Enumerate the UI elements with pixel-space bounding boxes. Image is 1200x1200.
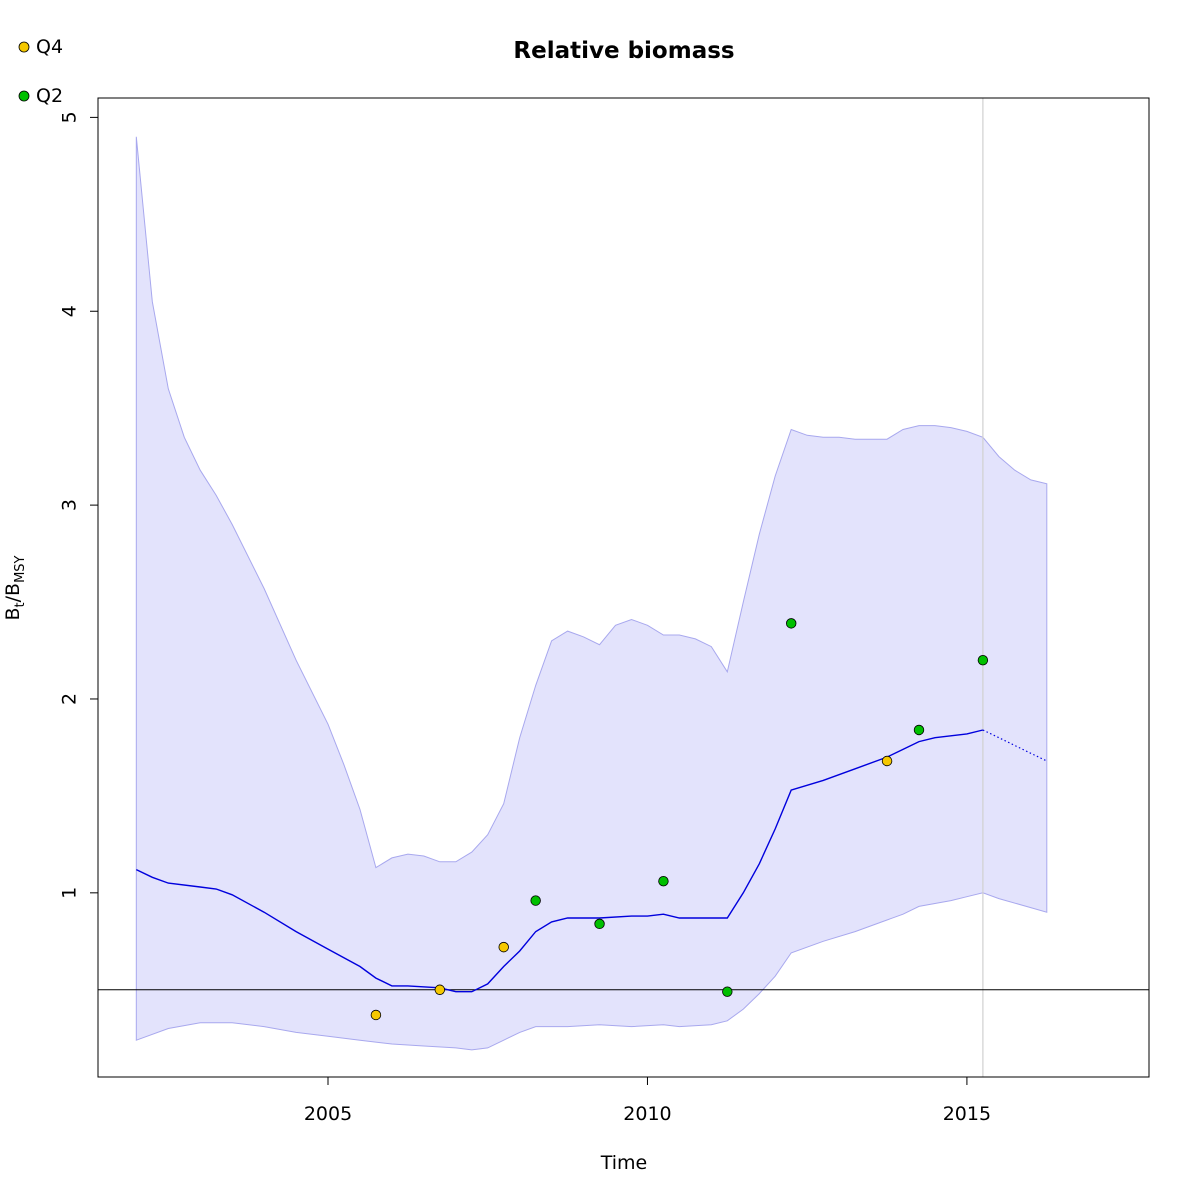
data-point-q4: [498, 941, 509, 953]
legend-label-q4: Q4: [36, 36, 63, 58]
y-tick-label: 3: [59, 499, 81, 511]
legend-marker-q4: [18, 41, 30, 53]
confidence-band: [135, 136, 1048, 1051]
legend-marker-q2: [18, 90, 30, 102]
median-line: [135, 729, 984, 993]
y-tick-label: 4: [59, 305, 81, 317]
legend: Q4 Q2: [18, 36, 63, 107]
x-tick-label: 2010: [623, 1103, 671, 1125]
data-point-q2: [594, 918, 605, 930]
y-tick-label: 1: [59, 887, 81, 899]
data-point-q2: [658, 876, 669, 887]
y-axis-label: Bt/BMSY: [2, 555, 28, 620]
legend-entry-q2: Q2: [18, 85, 63, 107]
x-tick-label: 2005: [304, 1103, 352, 1125]
data-point-q4: [370, 1009, 382, 1021]
series-q2: [530, 618, 989, 997]
plot-frame: [97, 97, 1150, 1078]
series-q4: [370, 755, 893, 1021]
data-point-q2: [722, 986, 733, 997]
data-point-q2: [530, 895, 541, 906]
x-tick-label: 2015: [943, 1103, 991, 1125]
data-point-q2: [913, 724, 925, 736]
data-point-q2: [977, 654, 989, 666]
legend-entry-q4: Q4: [18, 36, 63, 58]
chart-title: Relative biomass: [513, 38, 734, 64]
plot-area: [98, 98, 1149, 1077]
data-point-q2: [786, 618, 797, 629]
data-point-q4: [434, 984, 446, 995]
y-tick-label: 2: [59, 693, 81, 705]
legend-label-q2: Q2: [36, 85, 63, 107]
x-axis-label: Time: [600, 1152, 648, 1174]
axes: 2005 2010 2015 1 2 3 4 5: [59, 111, 992, 1125]
data-point-q4: [881, 755, 893, 767]
y-tick-label: 5: [59, 111, 81, 123]
